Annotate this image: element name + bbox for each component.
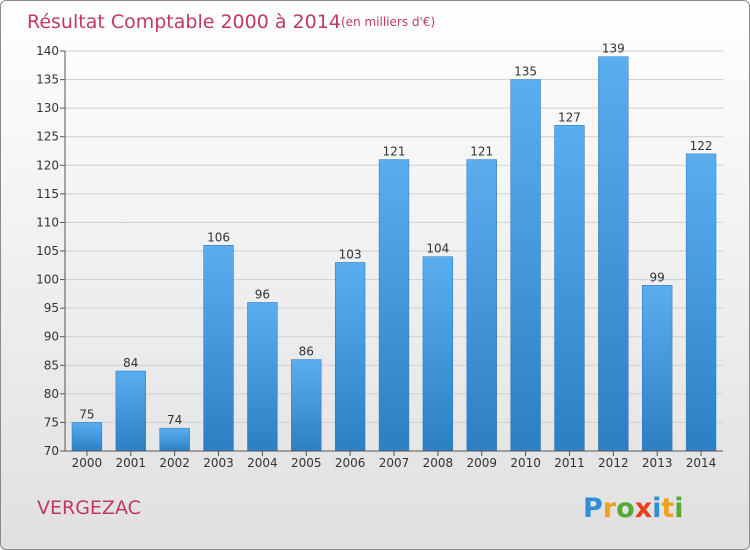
logo-letter-0: P [583,493,603,524]
bar-2008 [422,256,454,452]
data-label-2012: 139 [602,42,625,56]
data-label-2013: 99 [650,270,665,284]
y-tick-label-105: 105 [36,244,59,258]
x-tick-label-2001: 2001 [116,456,147,470]
bar-2002 [159,427,190,452]
x-tick-label-2011: 2011 [554,456,585,470]
x-tick-label-2008: 2008 [423,456,454,470]
bar-2003 [203,245,234,452]
y-tick-label-100: 100 [36,273,59,287]
bar-2014 [685,153,717,452]
data-label-2003: 106 [207,230,230,244]
data-label-2002: 74 [167,413,182,427]
bar-2010 [510,79,541,452]
y-tick-label-70: 70 [44,444,59,458]
data-labels: 75 84 74 106 96 86 103 121 104 121 135 127 139 99 122 [79,42,712,427]
x-tick-label-2006: 2006 [335,456,366,470]
y-tick-label-135: 135 [36,73,59,87]
logo-letter-1: r [603,493,617,524]
y-tick-label-85: 85 [44,358,59,372]
x-tick-label-2003: 2003 [203,456,234,470]
y-tick-label-80: 80 [44,387,59,401]
data-label-2008: 104 [426,242,449,256]
bar-2000 [71,422,103,452]
chart-subtitle: (en milliers d'€) [341,15,435,29]
data-label-2010: 135 [514,65,537,79]
bar-2011 [554,125,585,452]
logo-letter-2: o [616,493,635,524]
data-label-2014: 122 [690,139,713,153]
bar-2004 [247,302,278,452]
logo-letter-3: x [635,493,652,524]
bar-2007 [378,159,410,452]
x-tick-label-2007: 2007 [379,456,410,470]
data-label-2005: 86 [299,345,314,359]
data-label-2009: 121 [470,145,493,159]
x-tick-label-2002: 2002 [159,456,190,470]
bar-2005 [291,359,322,452]
y-tick-label-95: 95 [44,301,59,315]
bar-2013 [642,285,673,452]
data-label-2011: 127 [558,110,581,124]
bar-2009 [466,159,497,452]
x-tick-label-2005: 2005 [291,456,322,470]
bar-2006 [334,262,366,452]
data-label-2004: 96 [255,287,270,301]
data-label-2006: 103 [339,247,362,261]
x-tick-label-2013: 2013 [642,456,673,470]
y-tick-label-125: 125 [36,130,59,144]
y-tick-label-130: 130 [36,101,59,115]
y-tick-label-90: 90 [44,330,59,344]
y-tick-label-110: 110 [36,215,59,229]
x-tick-label-2014: 2014 [686,456,717,470]
x-tick-label-2004: 2004 [247,456,278,470]
x-tick-label-2000: 2000 [72,456,103,470]
logo-letter-4: i [652,493,661,524]
data-label-2000: 75 [79,407,94,421]
x-tick-label-2009: 2009 [466,456,497,470]
data-label-2007: 121 [383,145,406,159]
y-tick-label-115: 115 [36,187,59,201]
y-tick-label-75: 75 [44,415,59,429]
bar-2012 [598,56,629,452]
logo-letter-5: t [661,493,674,524]
x-tick-label-2012: 2012 [598,456,629,470]
axes: 70 75 80 85 90 95 100 105 110 115 120 125 130 135 140 2… [36,44,723,470]
x-tick-label-2010: 2010 [510,456,541,470]
logo-letter-6: i [674,493,683,524]
chart-title: Résultat Comptable 2000 à 2014 [27,11,341,33]
data-label-2001: 84 [123,356,138,370]
y-tick-label-140: 140 [36,44,59,58]
proxiti-logo: Proxiti [583,493,684,524]
bar-2001 [115,370,146,452]
y-tick-label-120: 120 [36,158,59,172]
bars [71,56,717,452]
commune-name: VERGEZAC [37,497,141,519]
